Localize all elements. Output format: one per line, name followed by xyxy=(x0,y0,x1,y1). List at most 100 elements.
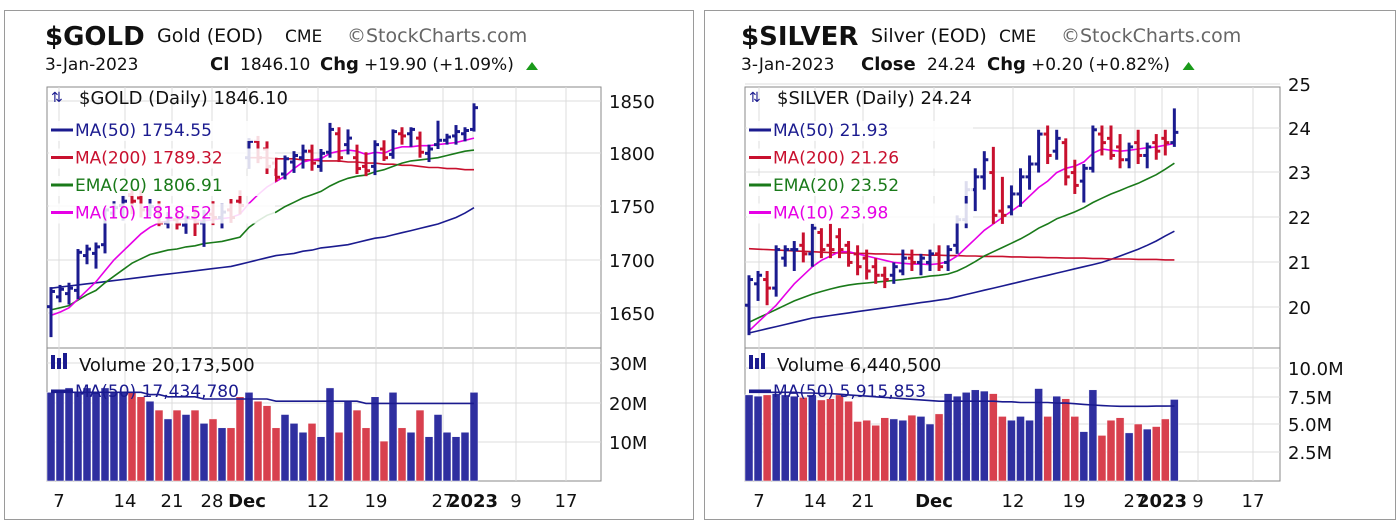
price-bar xyxy=(944,245,953,271)
volume-bar xyxy=(762,394,772,482)
price-tick-label: 21 xyxy=(1288,253,1311,274)
price-bar xyxy=(826,223,835,259)
volume-ma-label: MA(50) 5,915,853 xyxy=(773,382,926,402)
silver-chart-panel: $SILVER Silver (EOD) CME ©StockCharts.com 3-… xyxy=(704,10,1396,520)
volume-bar xyxy=(871,425,880,482)
price-bar xyxy=(772,245,781,297)
time-tick-label: 9 xyxy=(510,491,521,512)
bar-type-icon: ⇅ xyxy=(51,90,63,106)
time-tick-label: 12 xyxy=(1002,491,1025,512)
volume-legend: Volume 6,440,500 MA(50) 5,915,853 xyxy=(749,353,941,402)
volume-bar xyxy=(1061,398,1071,482)
legend-item-label: MA(50) 1754.55 xyxy=(75,121,212,141)
volume-bar xyxy=(280,414,290,482)
volume-ma-label: MA(50) 17,434,780 xyxy=(75,382,239,402)
price-bar xyxy=(335,127,343,163)
price-bar xyxy=(308,144,316,171)
ma10-line xyxy=(748,142,1175,332)
price-tick-label: 1750 xyxy=(609,197,655,218)
price-legend: ⇅ $GOLD (Daily) 1846.10 MA(50) 1754.55 MA(2… xyxy=(49,88,288,224)
volume-bar xyxy=(406,431,416,482)
price-tick-label: 20 xyxy=(1288,298,1311,319)
time-tick-label: 21 xyxy=(161,491,184,512)
volume-bar xyxy=(226,427,236,482)
volume-bar xyxy=(379,440,389,482)
price-bar xyxy=(916,253,925,276)
time-tick-label: 2023 xyxy=(448,491,498,512)
volume-bar xyxy=(460,431,470,482)
price-bar xyxy=(1170,108,1179,147)
silver-chart-svg: $SILVER Silver (EOD) CME ©StockCharts.com 3-… xyxy=(741,22,1344,512)
price-bar xyxy=(745,275,753,336)
brand-label: ©StockCharts.com xyxy=(347,25,527,47)
ema20-line xyxy=(748,162,1175,324)
time-tick-label: 12 xyxy=(307,491,330,512)
time-tick-label: 28 xyxy=(201,491,224,512)
price-bar xyxy=(880,266,889,289)
volume-bar xyxy=(424,436,434,482)
volume-bar xyxy=(835,394,844,482)
price-bar xyxy=(389,129,397,159)
price-bar xyxy=(1070,159,1079,194)
volume-bar xyxy=(73,392,83,482)
legend-item-label: MA(200) 1789.32 xyxy=(75,149,223,169)
volume-bar xyxy=(91,392,101,482)
price-bar xyxy=(1143,142,1152,169)
price-axis: 1850 1800 1750 1700 1650 xyxy=(609,92,655,325)
price-bar xyxy=(926,249,934,271)
price-bar xyxy=(935,245,944,271)
volume-bar xyxy=(199,423,209,482)
volume-bar xyxy=(1088,389,1098,482)
volume-axis: 10.0M 7.5M 5.0M 2.5M xyxy=(1288,359,1344,464)
legend-item-label: MA(10) 23.98 xyxy=(773,204,888,224)
price-tick-label: 23 xyxy=(1288,163,1311,184)
volume-icon xyxy=(749,355,753,369)
volume-bar xyxy=(817,399,826,482)
volume-bar xyxy=(289,423,299,482)
price-bar xyxy=(1016,168,1025,207)
legend-backdrop xyxy=(49,176,275,196)
price-bar xyxy=(1152,134,1161,160)
price-bar xyxy=(871,258,880,284)
price-bar xyxy=(1125,142,1134,169)
exchange-label: CME xyxy=(999,27,1036,47)
volume-bar xyxy=(844,400,853,482)
volume-bar xyxy=(1133,423,1143,482)
bar-type-icon: ⇅ xyxy=(749,90,761,106)
volume-bar xyxy=(136,396,146,482)
volume-bar xyxy=(352,409,362,482)
volume-bar xyxy=(1025,419,1034,482)
price-bar xyxy=(763,270,772,306)
price-bar xyxy=(835,228,844,259)
time-tick-label: 2023 xyxy=(1137,491,1187,512)
close-label: Close xyxy=(861,54,916,75)
time-tick-label: 7 xyxy=(53,491,64,512)
volume-bar xyxy=(1124,432,1134,482)
price-bar xyxy=(1052,129,1061,160)
volume-bar xyxy=(82,387,92,482)
ma50-line xyxy=(50,207,475,289)
price-bar xyxy=(1061,138,1070,186)
price-bar xyxy=(853,245,862,276)
price-bar xyxy=(907,249,916,271)
time-tick-label: Dec xyxy=(915,491,953,512)
brand-label: ©StockCharts.com xyxy=(1061,25,1241,47)
volume-ma-line xyxy=(51,391,474,405)
price-bar xyxy=(1097,125,1106,156)
price-bar xyxy=(317,148,325,172)
volume-tick-label: 2.5M xyxy=(1288,443,1332,464)
price-bar xyxy=(407,127,415,147)
volume-bar xyxy=(980,390,989,482)
price-bar xyxy=(862,249,871,280)
up-arrow-icon xyxy=(526,62,538,70)
legend-item-label: EMA(20) 1806.91 xyxy=(75,176,223,196)
up-arrow-icon xyxy=(1182,62,1195,70)
change-label: Chg xyxy=(320,54,359,75)
volume-bar xyxy=(970,389,980,482)
volume-bar xyxy=(916,416,926,482)
volume-bars xyxy=(744,388,1179,482)
volume-legend-label: Volume 20,173,500 xyxy=(79,355,255,376)
volume-bar xyxy=(880,417,890,482)
volume-bar xyxy=(1052,395,1061,482)
price-bar xyxy=(470,103,478,132)
